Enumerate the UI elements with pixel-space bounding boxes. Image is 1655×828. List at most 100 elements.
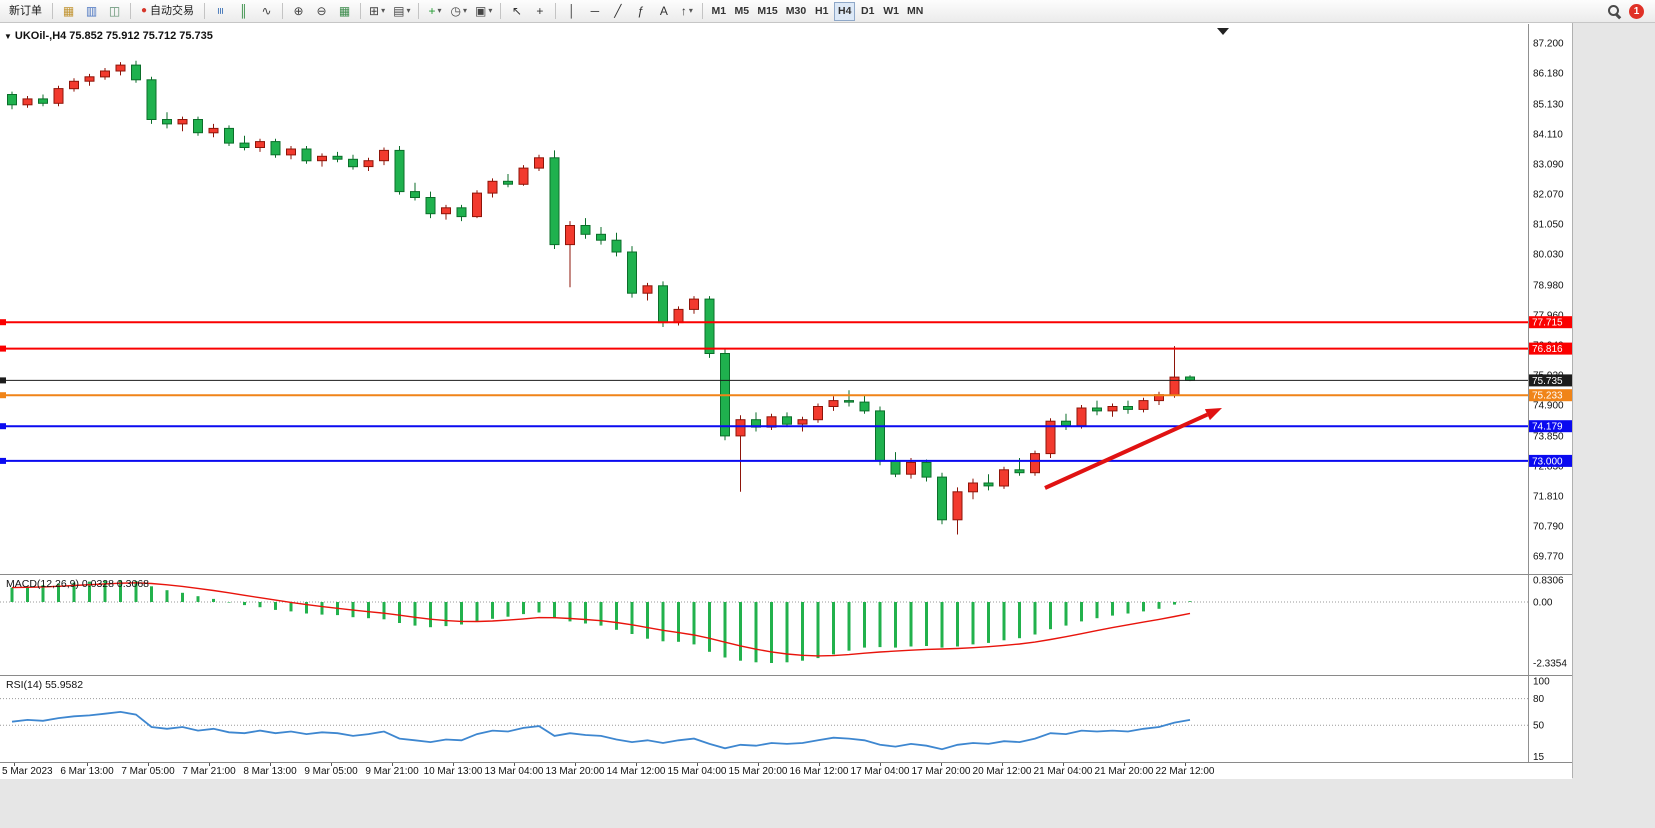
candlestick bbox=[255, 138, 265, 152]
candlestick bbox=[952, 487, 963, 535]
dropdown-arrow-icon: ▾ bbox=[462, 6, 467, 15]
notification-badge[interactable]: 1 bbox=[1629, 3, 1644, 19]
time-label: 7 Mar 21:00 bbox=[182, 766, 236, 777]
timeframe-mn-button[interactable]: MN bbox=[904, 2, 926, 21]
fibonacci-button[interactable]: ƒ bbox=[630, 2, 651, 21]
time-tick bbox=[819, 763, 820, 766]
candlestick bbox=[456, 204, 467, 222]
timeframe-m5-button[interactable]: M5 bbox=[731, 2, 752, 21]
market-watch-button[interactable]: ▦ bbox=[58, 2, 79, 21]
time-tick bbox=[270, 763, 271, 766]
time-label: 6 Mar 13:00 bbox=[60, 766, 114, 777]
vertical-line-button[interactable]: │ bbox=[561, 2, 582, 21]
zoom-out-icon: ⊖ bbox=[316, 4, 327, 18]
zoom-out-button[interactable]: ⊖ bbox=[311, 2, 332, 21]
candlestick bbox=[1154, 391, 1164, 405]
candlestick bbox=[937, 472, 947, 525]
candlestick bbox=[921, 459, 932, 482]
candlestick bbox=[859, 394, 870, 414]
bar-chart-button[interactable]: ≡ bbox=[210, 2, 231, 21]
timeframe-d1-button[interactable]: D1 bbox=[857, 2, 878, 21]
main-toolbar: 新订单 ▦ ▥ ◫ ● 自动交易 ≡ ║ ∿ ⊕ ⊖ ▦ ⊞ ▾ ▤ ▾ + ▾ ◷ ▾ ▣ ▾ ↖ + │ ─ ╱ ƒ A ↑ ▾… bbox=[0, 0, 1655, 23]
candlestick bbox=[425, 191, 436, 219]
candlestick bbox=[518, 165, 529, 186]
time-tick bbox=[209, 763, 210, 766]
pivot-line-anchor[interactable] bbox=[0, 392, 6, 399]
current-price-line-anchor[interactable] bbox=[0, 377, 6, 384]
candlestick bbox=[1061, 413, 1071, 430]
time-tick bbox=[87, 763, 88, 766]
time-tick bbox=[392, 763, 393, 766]
periods-button[interactable]: ◷ ▾ bbox=[447, 2, 470, 21]
support-line-1-anchor[interactable] bbox=[0, 423, 6, 430]
timeframe-w1-button[interactable]: W1 bbox=[880, 2, 902, 21]
timeframe-h4-button[interactable]: H4 bbox=[834, 1, 856, 21]
candlestick bbox=[487, 178, 498, 198]
rsi-tick-label: 50 bbox=[1533, 721, 1545, 732]
autotrading-icon: ● bbox=[141, 5, 148, 16]
navigator-button[interactable]: ▥ bbox=[81, 2, 102, 21]
arrows-tool-icon: ↑ bbox=[680, 4, 687, 18]
dropdown-arrow-icon: ▾ bbox=[406, 6, 411, 15]
rsi-panel-chart[interactable]: 100 80 50 15 bbox=[0, 675, 1572, 763]
candlestick bbox=[875, 406, 885, 466]
timeframe-m30-button[interactable]: M30 bbox=[783, 2, 809, 21]
rsi-tick-label: 15 bbox=[1533, 752, 1545, 763]
indicators-icon: + bbox=[428, 4, 436, 18]
grid-button[interactable]: ▦ bbox=[334, 2, 355, 21]
indicators-button[interactable]: + ▾ bbox=[424, 2, 445, 21]
macd-panel-chart[interactable]: 0.8306 0.00 -2.3354 bbox=[0, 574, 1572, 676]
trendline-icon: ╱ bbox=[614, 4, 622, 18]
text-tool-button[interactable]: A bbox=[653, 2, 674, 21]
trend-arrow-annotation[interactable] bbox=[1044, 408, 1222, 490]
macd-tick-label: 0.8306 bbox=[1533, 576, 1564, 587]
candlestick-chart-button[interactable]: ║ bbox=[233, 2, 254, 21]
price-tick-label: 69.770 bbox=[1533, 552, 1564, 563]
support-line-2-price-badge: 73.000 bbox=[1529, 454, 1572, 467]
arrows-tool-button[interactable]: ↑ ▾ bbox=[676, 2, 697, 21]
chart-window: 87.200 86.180 85.130 84.110 83.090 82.070 81.0… bbox=[0, 23, 1573, 779]
timeframe-m15-button[interactable]: M15 bbox=[754, 2, 780, 21]
price-tick-label: 71.810 bbox=[1533, 492, 1564, 503]
profiles-button[interactable]: ▤ ▾ bbox=[390, 2, 413, 21]
time-tick bbox=[453, 763, 454, 766]
new-chart-button[interactable]: ⊞ ▾ bbox=[366, 2, 388, 21]
timeframe-h1-button[interactable]: H1 bbox=[811, 2, 832, 21]
new-order-button[interactable]: 新订单 bbox=[4, 2, 47, 21]
candlestick-chart-icon: ║ bbox=[239, 4, 248, 18]
svg-text:75.735: 75.735 bbox=[1532, 376, 1563, 387]
price-tick-label: 82.070 bbox=[1533, 190, 1564, 201]
chart-collapse-icon[interactable]: ▼ bbox=[4, 32, 12, 41]
candlestick bbox=[69, 78, 79, 92]
auto-trading-button[interactable]: ● 自动交易 bbox=[136, 2, 199, 21]
horizontal-line-button[interactable]: ─ bbox=[584, 2, 605, 21]
price-tick-label: 84.110 bbox=[1533, 129, 1563, 140]
line-chart-button[interactable]: ∿ bbox=[256, 2, 277, 21]
time-label: 15 Mar 04:00 bbox=[667, 766, 727, 777]
resistance-line-2-anchor[interactable] bbox=[0, 345, 6, 352]
zoom-in-button[interactable]: ⊕ bbox=[288, 2, 309, 21]
resistance-line-1-anchor[interactable] bbox=[0, 319, 6, 326]
time-axis[interactable]: 5 Mar 2023 6 Mar 13:00 7 Mar 05:00 7 Mar 21… bbox=[0, 762, 1572, 779]
time-label: 21 Mar 20:00 bbox=[1094, 766, 1154, 777]
crosshair-button[interactable]: + bbox=[529, 2, 550, 21]
search-icon[interactable] bbox=[1607, 4, 1622, 19]
timeframe-m1-button[interactable]: M1 bbox=[708, 2, 729, 21]
templates-button[interactable]: ▣ ▾ bbox=[472, 2, 495, 21]
panel-buttons-group: ▦ ▥ ◫ bbox=[57, 2, 126, 21]
data-window-button[interactable]: ◫ bbox=[104, 2, 125, 21]
cursor-button[interactable]: ↖ bbox=[506, 2, 527, 21]
chart-shift-marker[interactable] bbox=[1217, 28, 1229, 35]
main-price-chart[interactable]: 87.200 86.180 85.130 84.110 83.090 82.070 81.0… bbox=[0, 24, 1572, 574]
support-line-2-anchor[interactable] bbox=[0, 457, 6, 464]
price-axis[interactable]: 87.200 86.180 85.130 84.110 83.090 82.070 81.0… bbox=[1533, 39, 1564, 563]
svg-text:75.233: 75.233 bbox=[1532, 391, 1563, 402]
trendline-button[interactable]: ╱ bbox=[607, 2, 628, 21]
chart-tools-group: ≡ ║ ∿ ⊕ ⊖ ▦ ⊞ ▾ ▤ ▾ + ▾ ◷ ▾ ▣ ▾ ↖ + │ ─ ╱ ƒ A ↑ ▾ bbox=[209, 2, 707, 21]
candlestick bbox=[890, 452, 901, 478]
open-value: 75.852 bbox=[69, 30, 103, 42]
symbol-period-label: UKOil-,H4 bbox=[14, 30, 67, 42]
macd-label: MACD(12,26,9) 0.0328 0.3068 bbox=[6, 578, 150, 590]
time-tick bbox=[1124, 763, 1125, 766]
rsi-label: RSI(14) 55.9582 bbox=[6, 679, 84, 691]
